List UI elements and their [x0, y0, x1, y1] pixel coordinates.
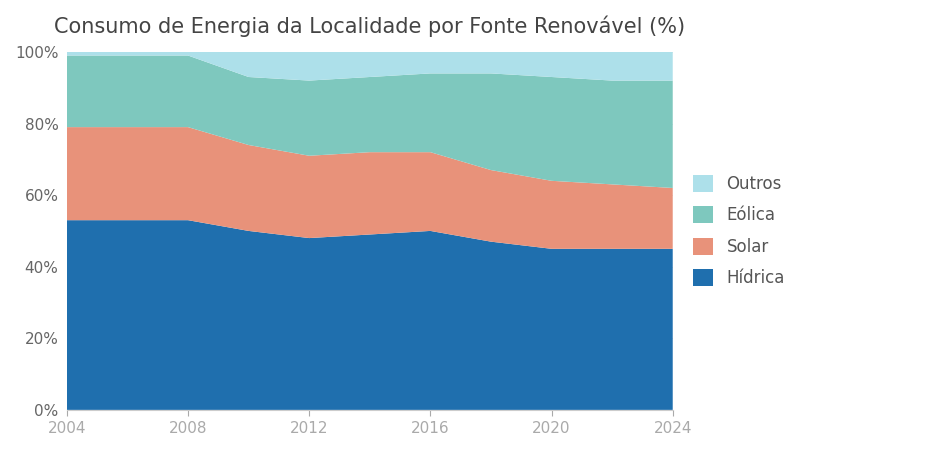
Legend: Outros, Eólica, Solar, Hídrica: Outros, Eólica, Solar, Hídrica [693, 175, 784, 287]
Title: Consumo de Energia da Localidade por Fonte Renovável (%): Consumo de Energia da Localidade por Fon… [54, 15, 685, 37]
